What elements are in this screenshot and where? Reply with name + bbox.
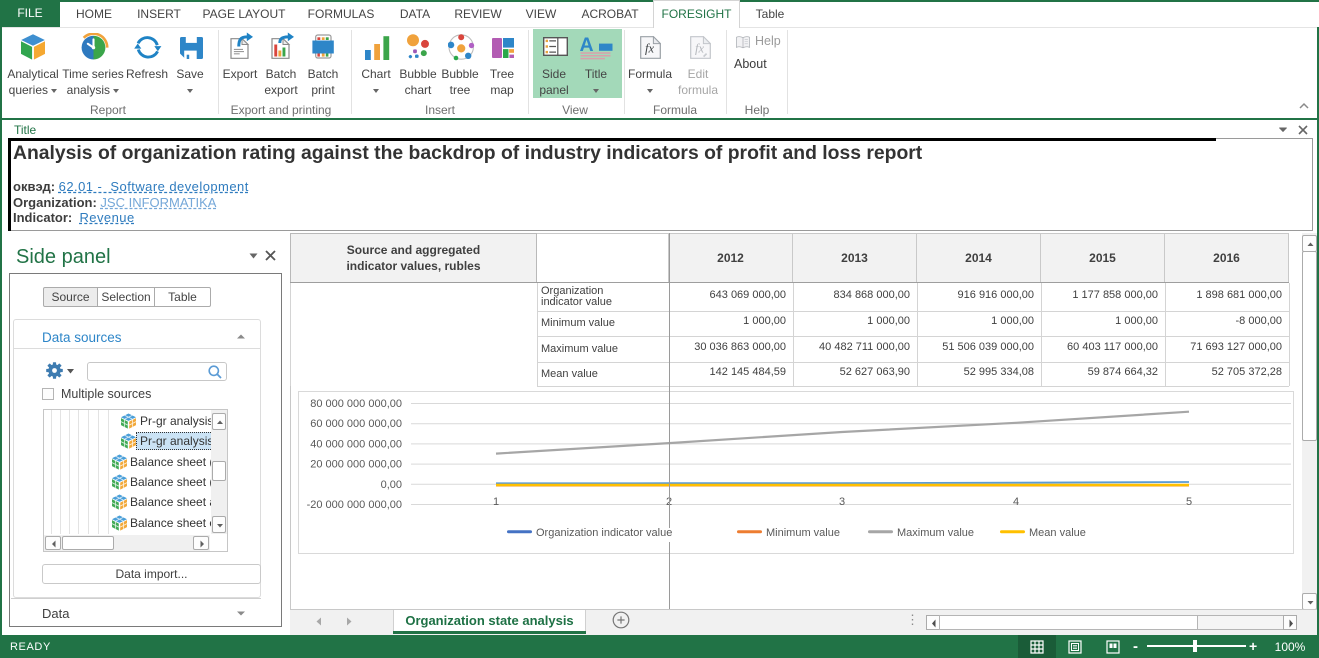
svg-text:3: 3 [839, 496, 845, 508]
svg-text:4: 4 [1013, 496, 1019, 508]
svg-text:A: A [580, 36, 594, 56]
svg-text:fx: fx [695, 42, 704, 56]
svg-text:1: 1 [493, 496, 499, 508]
svg-text:Maximum value: Maximum value [897, 527, 974, 539]
svg-text:5: 5 [1186, 496, 1192, 508]
svg-text:80 000 000 000,00: 80 000 000 000,00 [310, 398, 402, 410]
svg-text:Minimum value: Minimum value [766, 527, 840, 539]
svg-text:Organization indicator value: Organization indicator value [536, 527, 672, 539]
svg-text:fx: fx [645, 42, 654, 56]
svg-text:40 000 000 000,00: 40 000 000 000,00 [310, 438, 402, 450]
svg-text:Mean value: Mean value [1029, 527, 1086, 539]
svg-text:-20 000 000 000,00: -20 000 000 000,00 [307, 499, 402, 511]
svg-text:0,00: 0,00 [381, 479, 402, 491]
svg-text:60 000 000 000,00: 60 000 000 000,00 [310, 418, 402, 430]
svg-text:20 000 000 000,00: 20 000 000 000,00 [310, 459, 402, 471]
